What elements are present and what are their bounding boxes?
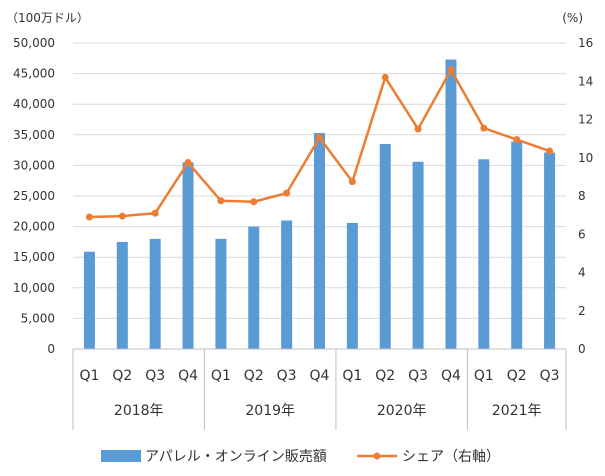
quarter-label: Q2: [507, 368, 527, 384]
legend-line-marker: [373, 452, 381, 460]
right-tick-label: 4: [578, 266, 586, 280]
quarter-label: Q1: [342, 368, 362, 384]
year-label: 2020年: [377, 403, 427, 419]
bar: [445, 59, 457, 350]
bar: [478, 159, 490, 349]
line-point: [546, 147, 554, 155]
line-point: [316, 134, 323, 142]
quarter-label: Q1: [79, 368, 99, 384]
bar: [412, 161, 424, 349]
left-axis-ticks: 0 5,000 10,000 15,000 20,000 25,000 30,000 35,0…: [13, 36, 55, 356]
bar: [511, 141, 523, 349]
legend-bar-swatch: [101, 450, 141, 462]
left-tick-label: 50,000: [13, 36, 55, 50]
line-point: [250, 198, 258, 206]
line-point: [85, 213, 93, 221]
line-point: [151, 209, 159, 217]
quarter-label: Q1: [474, 368, 494, 384]
right-tick-label: 8: [578, 189, 586, 203]
left-tick-label: 45,000: [13, 67, 55, 81]
line-point: [447, 66, 455, 74]
quarter-label: Q3: [540, 368, 560, 384]
bar: [314, 132, 325, 349]
left-tick-label: 0: [47, 342, 55, 356]
bar: [346, 222, 358, 349]
right-tick-label: 2: [578, 304, 586, 318]
right-axis-ticks: 0 2 4 6 8 10 12 14 16: [578, 36, 593, 356]
line-point: [480, 124, 488, 132]
line-point: [217, 197, 225, 205]
line-point: [283, 189, 291, 197]
line-point: [184, 159, 192, 167]
year-label: 2021年: [492, 403, 542, 419]
bar-series: [83, 59, 556, 350]
line-point: [118, 212, 126, 220]
quarter-label: Q3: [145, 368, 165, 384]
right-axis-unit: (%): [562, 11, 583, 25]
quarter-label: Q3: [277, 368, 297, 384]
right-tick-label: 12: [578, 113, 593, 127]
quarter-label: Q4: [310, 368, 330, 384]
left-tick-label: 10,000: [13, 281, 55, 295]
left-tick-label: 35,000: [13, 128, 55, 142]
bar: [215, 238, 227, 349]
quarter-label: Q4: [178, 368, 198, 384]
right-tick-label: 6: [578, 227, 586, 241]
quarter-label: Q3: [408, 368, 428, 384]
quarter-label: Q1: [211, 368, 231, 384]
right-tick-label: 16: [578, 36, 593, 50]
left-tick-label: 20,000: [13, 220, 55, 234]
line-series: [85, 66, 554, 221]
line-point: [381, 73, 389, 81]
year-label: 2018年: [114, 403, 164, 419]
bar: [379, 143, 391, 349]
line-point: [513, 136, 521, 144]
bar: [182, 162, 194, 349]
bar: [149, 238, 161, 349]
legend: アパレル・オンライン販売額 シェア（右軸）: [101, 449, 500, 465]
right-tick-label: 14: [578, 74, 593, 88]
left-tick-label: 30,000: [13, 158, 55, 172]
quarter-label: Q2: [244, 368, 264, 384]
right-tick-label: 10: [578, 151, 593, 165]
left-tick-label: 40,000: [13, 97, 55, 111]
bar: [544, 152, 556, 349]
line-point: [348, 178, 356, 186]
left-tick-label: 5,000: [21, 311, 55, 325]
bar: [281, 220, 293, 349]
bar: [83, 251, 95, 349]
left-tick-label: 25,000: [13, 189, 55, 203]
left-tick-label: 15,000: [13, 250, 55, 264]
quarter-label: Q4: [441, 368, 461, 384]
x-axis: Q1 Q2 Q3 Q4 Q1 Q2 Q3 Q4 Q1 Q2 Q3 Q4 Q1 Q2 Q3 2018年 2019年…: [72, 348, 567, 430]
right-tick-label: 0: [578, 342, 586, 356]
legend-line-label: シェア（右軸）: [402, 449, 500, 465]
bar: [248, 226, 260, 349]
year-label: 2019年: [245, 403, 295, 419]
left-axis-unit: （100万ドル）: [6, 11, 89, 25]
bar: [116, 241, 128, 349]
line-point: [414, 125, 422, 133]
quarter-label: Q2: [112, 368, 132, 384]
quarter-label: Q2: [375, 368, 395, 384]
legend-bar-label: アパレル・オンライン販売額: [145, 449, 327, 465]
